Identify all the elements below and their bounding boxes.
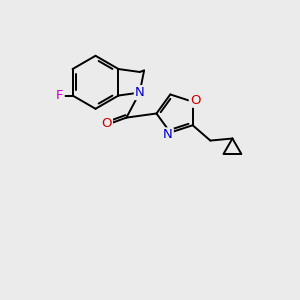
Text: N: N [135, 86, 145, 99]
Text: F: F [56, 89, 64, 102]
Text: O: O [190, 94, 200, 107]
Text: N: N [163, 128, 173, 141]
Text: O: O [101, 117, 112, 130]
